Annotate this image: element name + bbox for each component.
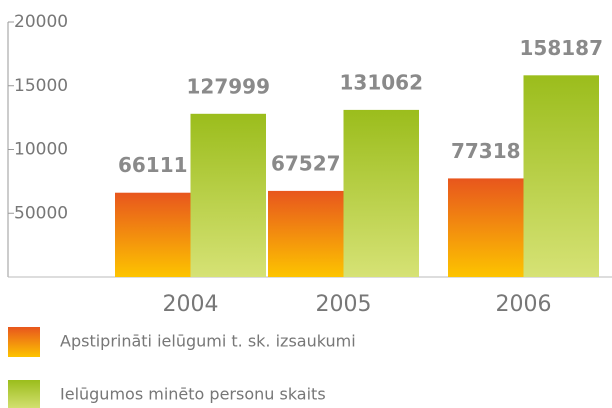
bar xyxy=(268,190,344,277)
bar xyxy=(448,178,524,277)
bar xyxy=(523,75,599,277)
x-tick-label: 2005 xyxy=(316,292,372,317)
legend-swatch xyxy=(8,380,40,408)
legend-label: Apstiprināti ielūgumi t. sk. izsaukumi xyxy=(60,332,356,351)
value-label: 127999 xyxy=(187,74,271,98)
value-label: 131062 xyxy=(340,70,424,94)
value-label: 77318 xyxy=(451,139,521,163)
bar xyxy=(343,109,419,277)
legend-label: Ielūgumos minēto personu skaits xyxy=(60,385,326,404)
y-tick-label: 10000 xyxy=(14,140,68,160)
bar xyxy=(115,192,191,277)
legend-swatch xyxy=(8,327,40,357)
y-tick-label: 20000 xyxy=(14,12,68,32)
bar xyxy=(190,113,266,278)
y-tick-label: 50000 xyxy=(14,203,68,223)
x-tick-label: 2006 xyxy=(496,292,552,317)
value-label: 67527 xyxy=(271,151,341,175)
value-label: 158187 xyxy=(520,36,604,60)
value-label: 66111 xyxy=(118,153,188,177)
x-tick-label: 2004 xyxy=(163,292,219,317)
y-tick-label: 15000 xyxy=(14,76,68,96)
